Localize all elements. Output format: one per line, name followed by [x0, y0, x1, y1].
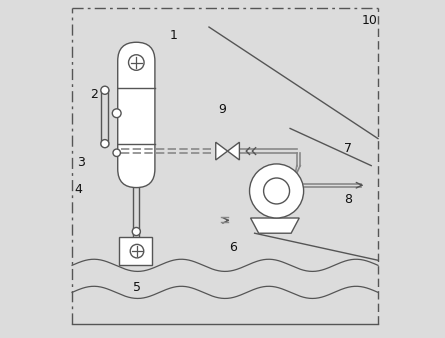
- Text: 1: 1: [170, 29, 178, 42]
- Circle shape: [101, 86, 109, 94]
- Circle shape: [132, 227, 140, 236]
- Polygon shape: [251, 218, 299, 233]
- Polygon shape: [216, 142, 227, 160]
- Text: 7: 7: [344, 142, 352, 155]
- Circle shape: [101, 140, 109, 148]
- Circle shape: [129, 55, 144, 70]
- Text: 8: 8: [344, 193, 352, 206]
- Text: 10: 10: [362, 14, 377, 27]
- Circle shape: [113, 149, 121, 156]
- FancyBboxPatch shape: [118, 42, 155, 188]
- Circle shape: [112, 109, 121, 118]
- Circle shape: [130, 244, 144, 258]
- Text: 9: 9: [218, 103, 226, 116]
- Text: 6: 6: [229, 241, 237, 254]
- Circle shape: [263, 178, 290, 204]
- Text: 4: 4: [74, 183, 82, 196]
- Bar: [119, 237, 152, 265]
- Text: 3: 3: [77, 156, 85, 169]
- Polygon shape: [227, 142, 239, 160]
- Circle shape: [250, 164, 303, 218]
- Text: 2: 2: [90, 88, 98, 101]
- Text: 5: 5: [134, 282, 142, 294]
